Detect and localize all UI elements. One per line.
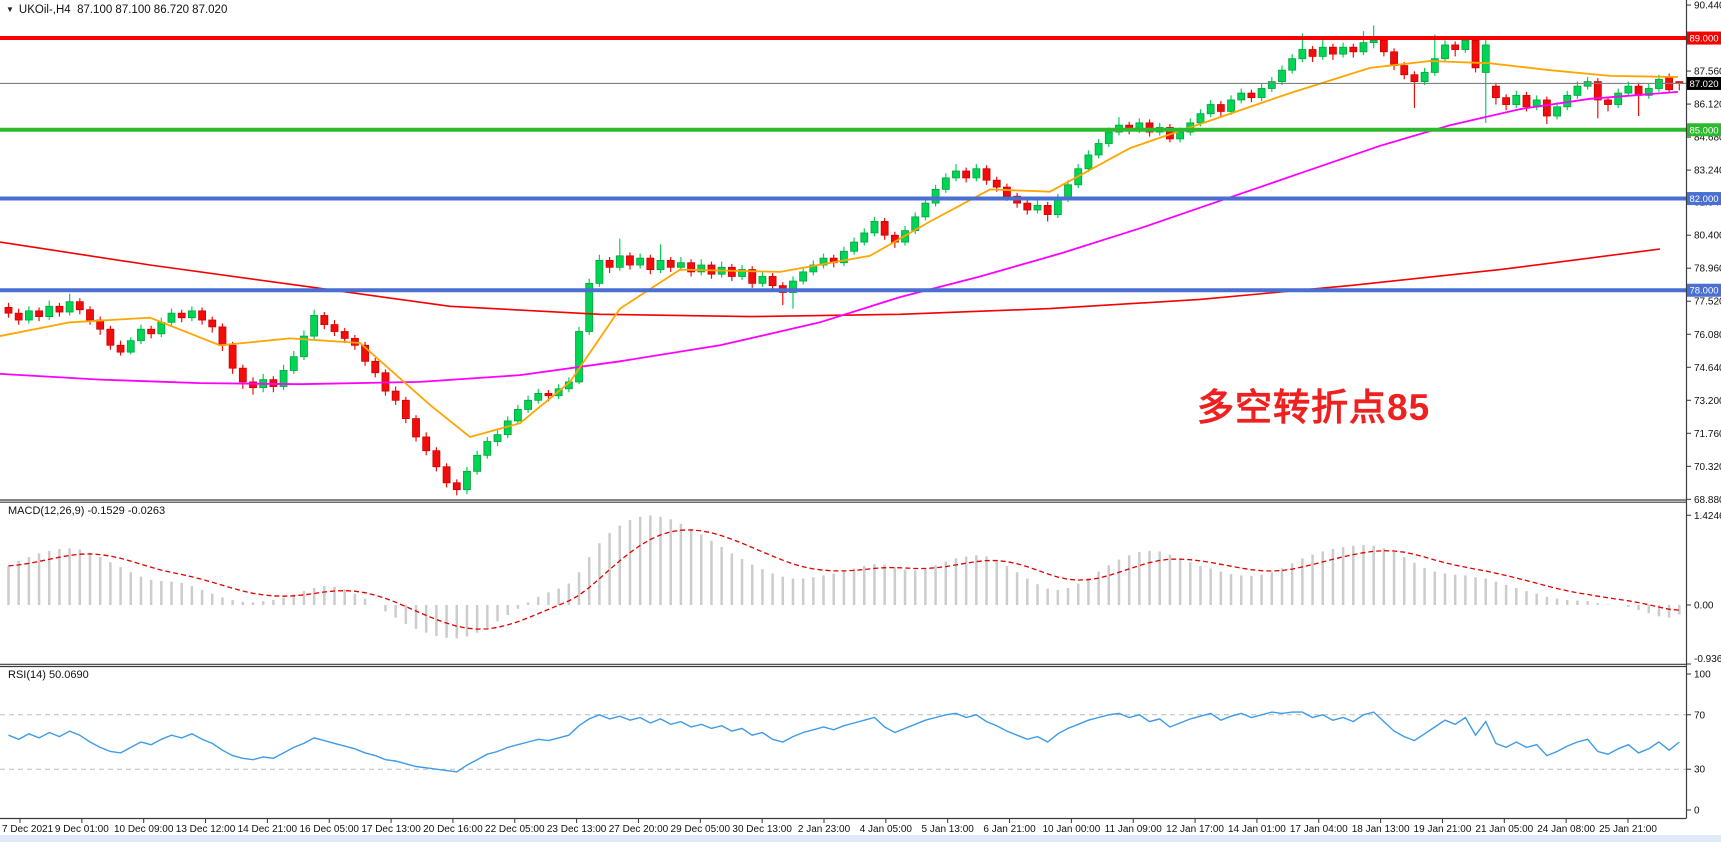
rsi-scale-label: 70 [1694, 710, 1706, 721]
price-badge-78.000 [1687, 283, 1721, 297]
time-tick-label: 10 Dec 09:00 [114, 824, 174, 835]
time-tick-label: 22 Dec 05:00 [485, 824, 545, 835]
bottom-strip [0, 835, 1721, 842]
time-tick-label: 5 Jan 13:00 [922, 824, 975, 835]
macd-panel[interactable] [7, 515, 1681, 639]
rsi-indicator-label: RSI(14) 50.0690 [8, 669, 89, 681]
rsi-scale-label: 100 [1694, 670, 1711, 681]
main-price-panel[interactable] [0, 25, 1686, 496]
rsi-scale-label: 0 [1694, 806, 1700, 817]
price-tick-label: 87.560 [1694, 67, 1721, 78]
price-tick-label: 84.680 [1694, 133, 1721, 144]
price-badge-label: 89.000 [1689, 34, 1718, 45]
time-tick-label: 24 Jan 08:00 [1537, 824, 1595, 835]
price-badge-89.000 [1687, 31, 1721, 45]
price-tick-label: 74.640 [1694, 363, 1721, 374]
chevron-down-icon[interactable]: ▼ [6, 5, 14, 14]
symbol-title-dropdown[interactable]: ▼ UKOil-,H4 87.100 87.100 86.720 87.020 [6, 4, 227, 16]
price-tick-label: 86.120 [1694, 100, 1721, 111]
rsi-panel[interactable] [0, 711, 1686, 773]
price-tick-label: 77.520 [1694, 297, 1721, 308]
ma-fast-orange-line [0, 60, 1679, 438]
price-tick-label: 90.440 [1694, 1, 1721, 12]
price-tick-label: 80.400 [1694, 231, 1721, 242]
time-tick-label: 25 Jan 21:00 [1599, 824, 1657, 835]
time-tick-label: 27 Dec 20:00 [609, 824, 669, 835]
price-tick-label: 83.240 [1694, 166, 1721, 177]
price-badge-label: 87.020 [1689, 79, 1718, 90]
time-tick-label: 10 Jan 00:00 [1042, 824, 1100, 835]
time-tick-label: 29 Dec 05:00 [671, 824, 731, 835]
macd-scale-label: 1.4246 [1694, 511, 1721, 522]
macd-scale-label: 0.00 [1694, 601, 1714, 612]
time-tick-label: 4 Jan 05:00 [860, 824, 913, 835]
price-tick-label: 71.760 [1694, 429, 1721, 440]
time-tick-label: 23 Dec 13:00 [547, 824, 607, 835]
time-tick-label: 18 Jan 13:00 [1352, 824, 1410, 835]
time-tick-label: 19 Jan 21:00 [1414, 824, 1472, 835]
panel-borders [0, 0, 1688, 820]
time-tick-label: 16 Dec 05:00 [299, 824, 359, 835]
ma-slow-red-line [0, 241, 1661, 318]
horizontal-level-lines[interactable] [0, 36, 1686, 293]
price-tick-label: 70.320 [1694, 462, 1721, 473]
time-tick-label: 11 Jan 09:00 [1105, 824, 1163, 835]
time-tick-label: 13 Dec 12:00 [176, 824, 236, 835]
time-tick-label: 20 Dec 16:00 [423, 824, 483, 835]
rsi-line [8, 711, 1680, 773]
time-tick-label: 14 Dec 21:00 [238, 824, 298, 835]
time-tick-label: 6 Jan 21:00 [983, 824, 1036, 835]
price-badge-label: 78.000 [1689, 286, 1718, 297]
time-tick-label: 14 Jan 01:00 [1228, 824, 1286, 835]
macd-signal-line [8, 529, 1680, 630]
price-tick-label: 76.080 [1694, 330, 1721, 341]
price-axis[interactable]: 90.44087.56086.12084.68083.24081.84080.4… [1686, 1, 1721, 817]
symbol-ohlc-title: UKOil-,H4 87.100 87.100 86.720 87.020 [18, 4, 228, 16]
price-badge-87.020 [1687, 76, 1721, 90]
price-badge-label: 82.000 [1689, 194, 1718, 205]
rsi-scale-label: 30 [1694, 765, 1706, 776]
time-tick-label: 17 Dec 13:00 [361, 824, 421, 835]
time-tick-label: 17 Jan 04:00 [1290, 824, 1348, 835]
time-tick-label: 12 Jan 17:00 [1166, 824, 1224, 835]
price-tick-label: 68.880 [1694, 495, 1721, 506]
macd-scale-label: -0.9363 [1694, 654, 1721, 665]
time-axis[interactable]: 7 Dec 2021 9 Dec 01:00 10 Dec 09:00 13 Dec … [2, 818, 1657, 836]
time-tick-label: 30 Dec 13:00 [732, 824, 792, 835]
chart-text-annotation: 多空转折点85 [1197, 387, 1431, 428]
time-tick-label: 7 Dec 2021 [2, 824, 54, 835]
time-tick-label: 21 Jan 05:00 [1475, 824, 1533, 835]
time-tick-label: 9 Dec 01:00 [55, 824, 109, 835]
price-badge-label: 85.000 [1689, 125, 1718, 136]
price-tick-label: 78.960 [1694, 264, 1721, 275]
time-tick-label: 2 Jan 23:00 [798, 824, 851, 835]
price-badge-82.000 [1687, 192, 1721, 206]
price-badge-85.000 [1687, 123, 1721, 137]
macd-indicator-label: MACD(12,26,9) -0.1529 -0.0263 [8, 505, 166, 517]
price-tick-label: 73.200 [1694, 396, 1721, 407]
